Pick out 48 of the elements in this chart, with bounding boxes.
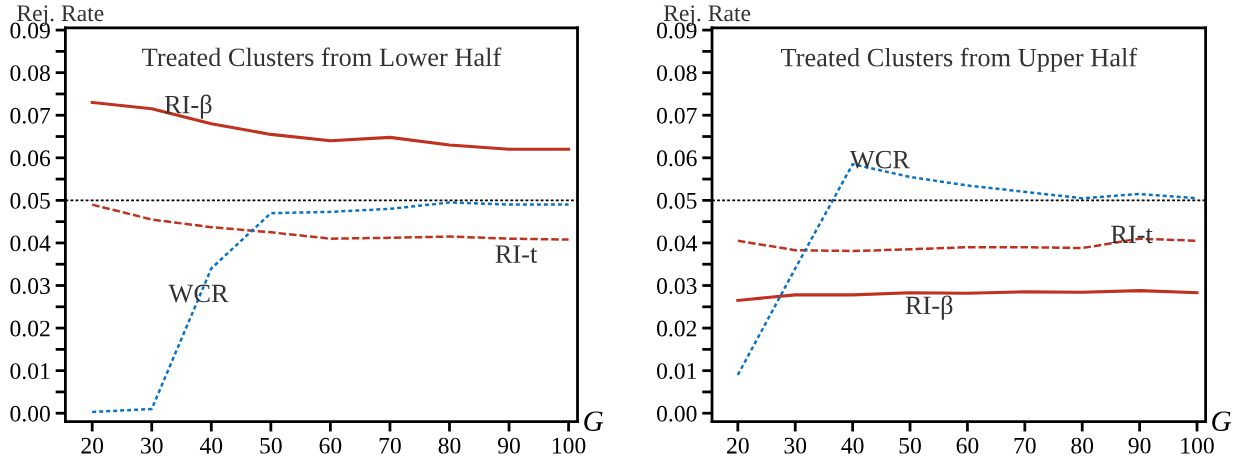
x-tick-label: 30	[141, 437, 163, 454]
x-tick-label: 90	[1128, 437, 1151, 454]
y-tick-label: 0.03	[10, 278, 50, 295]
series-label: RI-t	[1111, 225, 1153, 244]
y-tick-label: 0.06	[10, 150, 51, 167]
y-tick-label: 0.05	[657, 192, 697, 209]
x-tick-label: 70	[379, 437, 401, 454]
y-tick-label: 0.04	[657, 235, 698, 252]
y-tick-label: 0.07	[657, 107, 697, 124]
x-tick-label: 30	[784, 437, 807, 454]
x-tick-label: 20	[81, 437, 104, 454]
x-axis-title: G	[1212, 411, 1231, 431]
x-tick-label: 60	[319, 437, 342, 454]
line-series	[90, 201, 570, 414]
x-tick-label: 80	[1071, 437, 1094, 454]
series-label: RI-t	[495, 245, 538, 263]
y-tick-label: 0.00	[657, 405, 697, 422]
x-tick-label: 100	[552, 437, 586, 454]
x-tick-label: 50	[899, 437, 921, 454]
x-tick-label: 70	[1014, 437, 1036, 454]
y-tick-label: 0.02	[10, 320, 50, 337]
x-tick-label: 80	[438, 437, 461, 454]
x-tick-label: 60	[956, 437, 979, 454]
text: Treated Clusters from Lower Half	[142, 47, 502, 67]
y-tick-label: 0.06	[657, 150, 697, 167]
x-tick-label: 20	[727, 437, 749, 454]
y-tick-label: 0.04	[10, 235, 51, 252]
y-tick-label: 0.03	[657, 278, 697, 295]
series-label: RI-β	[164, 94, 212, 119]
y-tick-label: 0.00	[10, 405, 50, 422]
x-axis-title: G	[584, 411, 604, 431]
y-tick-label: 0.08	[657, 65, 697, 82]
line-series	[90, 203, 570, 241]
series-label: RI-β	[905, 295, 953, 320]
y-tick-label: 0.01	[657, 363, 697, 380]
y-tick-label: 0.07	[10, 107, 51, 124]
y-tick-label: 0.01	[10, 363, 50, 380]
series-label: WCR	[168, 284, 229, 303]
x-tick-label: 40	[841, 437, 864, 454]
y-tick-label: 0.05	[10, 192, 50, 209]
x-tick-label: 100	[1181, 437, 1214, 454]
y-tick-label: 0.02	[657, 320, 697, 337]
x-tick-label: 90	[497, 437, 520, 454]
series-label: WCR	[849, 150, 910, 169]
x-tick-label: 40	[199, 437, 223, 454]
text: Treated Clusters from Upper Half	[780, 47, 1138, 72]
x-tick-label: 50	[260, 437, 282, 454]
y-tick-label: 0.08	[10, 65, 50, 82]
